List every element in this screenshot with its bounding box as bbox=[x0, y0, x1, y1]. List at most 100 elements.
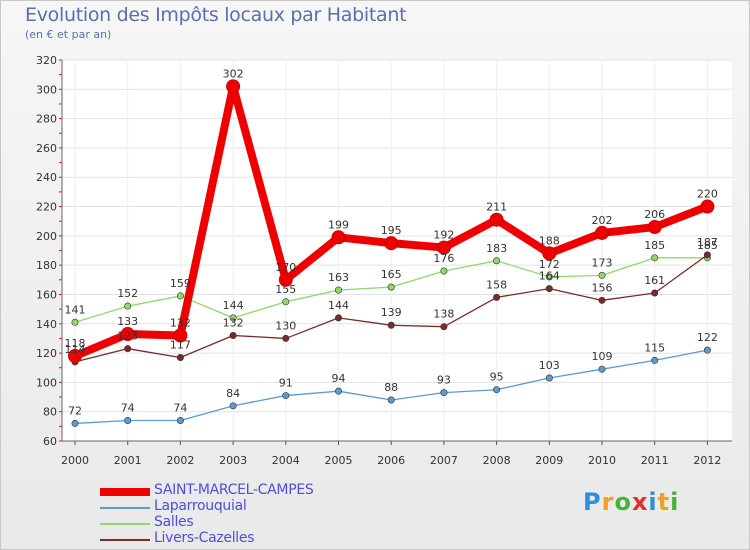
data-label: 133 bbox=[117, 315, 138, 328]
y-tick-label: 140 bbox=[36, 318, 57, 331]
x-tick-label: 2007 bbox=[430, 454, 458, 467]
data-label: 156 bbox=[592, 281, 613, 294]
data-point bbox=[229, 402, 237, 410]
data-point bbox=[651, 289, 659, 297]
data-label: 117 bbox=[170, 338, 191, 351]
data-label: 302 bbox=[223, 67, 244, 80]
axes: 60 80 100 120 140 160 180 200 220 240 260 280 300 320… bbox=[36, 54, 732, 467]
data-label: 206 bbox=[644, 208, 665, 221]
data-label: 118 bbox=[65, 337, 86, 350]
logo-letter: r bbox=[601, 488, 615, 516]
data-point bbox=[334, 286, 342, 294]
data-label: 93 bbox=[437, 374, 451, 387]
data-label: 185 bbox=[644, 239, 665, 252]
y-tick-label: 160 bbox=[36, 288, 57, 301]
chart-title: Evolution des Impôts locaux par Habitant bbox=[25, 4, 407, 26]
y-tick-label: 300 bbox=[36, 83, 57, 96]
legend-swatch bbox=[100, 539, 150, 541]
data-label: 161 bbox=[644, 274, 665, 287]
data-point bbox=[436, 240, 451, 255]
legend-swatch bbox=[100, 523, 150, 525]
data-label: 74 bbox=[121, 401, 135, 414]
data-label: 158 bbox=[486, 278, 507, 291]
legend-swatch bbox=[100, 507, 150, 509]
data-point bbox=[282, 298, 290, 306]
data-point bbox=[176, 292, 184, 300]
data-label: 185 bbox=[697, 239, 718, 252]
x-tick-label: 2004 bbox=[272, 454, 300, 467]
data-label: 176 bbox=[433, 252, 454, 265]
y-tick-label: 240 bbox=[36, 171, 57, 184]
data-label: 183 bbox=[486, 242, 507, 255]
data-point bbox=[124, 416, 132, 424]
data-point bbox=[440, 323, 448, 331]
data-point bbox=[440, 389, 448, 397]
legend-item: Livers-Cazelles bbox=[100, 530, 400, 548]
data-point bbox=[703, 346, 711, 354]
data-point bbox=[545, 285, 553, 293]
data-point bbox=[545, 273, 553, 281]
data-point bbox=[68, 349, 82, 364]
data-point bbox=[489, 212, 504, 227]
logo-letter: i bbox=[670, 488, 680, 516]
data-label: 114 bbox=[65, 343, 86, 356]
data-label: 173 bbox=[592, 256, 613, 269]
x-tick-label: 2011 bbox=[641, 454, 669, 467]
x-tick-label: 2006 bbox=[377, 454, 405, 467]
plot-area bbox=[62, 60, 732, 441]
data-label: 172 bbox=[539, 258, 560, 271]
logo-letter: t bbox=[657, 488, 671, 516]
data-point bbox=[598, 271, 606, 279]
data-label: 152 bbox=[117, 287, 138, 300]
data-point bbox=[595, 225, 609, 240]
x-tick-label: 2008 bbox=[483, 454, 511, 467]
data-point bbox=[545, 374, 553, 382]
data-point bbox=[124, 345, 132, 353]
data-label: 170 bbox=[275, 261, 296, 274]
data-label: 74 bbox=[173, 401, 187, 414]
data-point bbox=[176, 416, 184, 424]
logo-letter: x bbox=[631, 488, 649, 516]
data-label: 211 bbox=[486, 201, 507, 214]
y-tick-label: 220 bbox=[36, 201, 57, 214]
data-label: 115 bbox=[644, 341, 665, 354]
data-point bbox=[440, 267, 448, 275]
data-label: 155 bbox=[275, 283, 296, 296]
x-tick-label: 2010 bbox=[588, 454, 616, 467]
data-point bbox=[282, 334, 290, 342]
x-tick-label: 2002 bbox=[166, 454, 194, 467]
data-label: 164 bbox=[539, 270, 560, 283]
y-tick-label: 200 bbox=[36, 230, 57, 243]
data-point bbox=[334, 387, 342, 395]
gridlines bbox=[62, 59, 732, 442]
data-label: 163 bbox=[328, 271, 349, 284]
legend-label: Livers-Cazelles bbox=[154, 530, 255, 546]
data-label: 88 bbox=[384, 381, 398, 394]
data-label: 220 bbox=[697, 188, 718, 201]
data-point bbox=[700, 199, 715, 214]
data-point bbox=[387, 321, 395, 329]
legend-label: Laparrouquial bbox=[154, 498, 247, 514]
data-label: 122 bbox=[697, 331, 718, 344]
legend-item: SAINT-MARCEL-CAMPES bbox=[100, 482, 400, 500]
data-point bbox=[542, 246, 557, 261]
x-tick-label: 2001 bbox=[114, 454, 142, 467]
data-point bbox=[229, 314, 237, 322]
data-label: 188 bbox=[539, 234, 560, 247]
data-point bbox=[71, 419, 79, 427]
data-point bbox=[71, 318, 79, 326]
data-point bbox=[651, 356, 659, 364]
legend-label: Salles bbox=[154, 514, 194, 530]
data-label: 95 bbox=[490, 371, 504, 384]
x-tick-label: 2005 bbox=[325, 454, 353, 467]
data-label: 130 bbox=[275, 319, 296, 332]
chart-subtitle: (en € et par an) bbox=[25, 28, 112, 41]
data-label: 159 bbox=[170, 277, 191, 290]
x-tick-label: 2000 bbox=[61, 454, 89, 467]
data-point bbox=[282, 392, 290, 400]
data-point bbox=[124, 302, 132, 310]
data-label: 138 bbox=[433, 308, 454, 321]
data-label: 103 bbox=[539, 359, 560, 372]
logo-letter: P bbox=[583, 488, 602, 516]
